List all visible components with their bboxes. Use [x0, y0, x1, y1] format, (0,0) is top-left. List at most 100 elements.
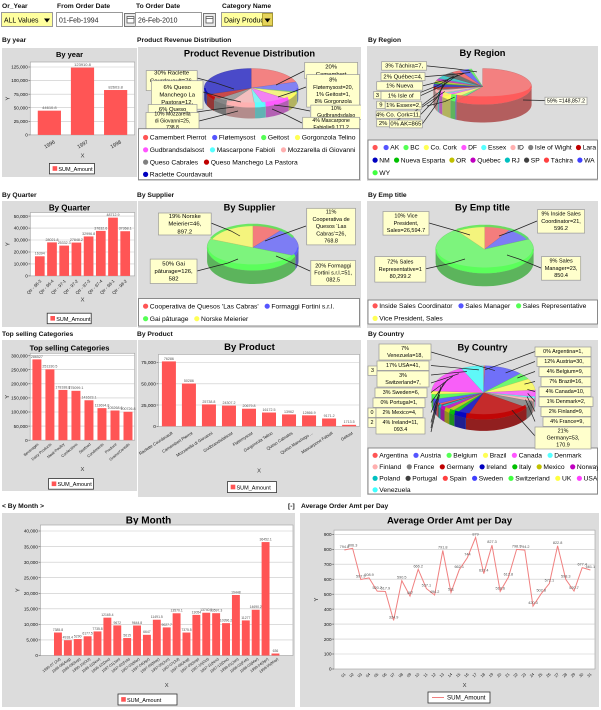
svg-text:10396.2: 10396.2: [220, 619, 232, 623]
svg-text:13570.1: 13570.1: [170, 609, 182, 613]
svg-text:75,000: 75,000: [14, 91, 28, 96]
svg-text:Inside Sales Coordinator: Inside Sales Coordinator: [379, 303, 453, 310]
svg-text:Gai pâturage: Gai pâturage: [150, 316, 189, 323]
svg-text:By year: By year: [56, 50, 83, 59]
svg-text:50,000: 50,000: [14, 214, 28, 219]
svg-text:100726.8: 100726.8: [121, 407, 136, 411]
svg-text:Meierier=46,: Meierier=46,: [168, 222, 201, 228]
svg-text:Vice President, Sales: Vice President, Sales: [379, 316, 443, 323]
svg-text:500: 500: [324, 592, 332, 597]
svg-text:25,000: 25,000: [24, 575, 38, 580]
svg-text:AK: AK: [390, 145, 399, 152]
svg-text:1% Denmark=2,: 1% Denmark=2,: [547, 399, 586, 405]
svg-text:44610.8: 44610.8: [42, 105, 57, 110]
svg-text:UK: UK: [562, 476, 572, 483]
svg-text:794.8: 794.8: [340, 545, 350, 549]
svg-text:OR: OR: [456, 157, 466, 164]
svg-text:1% Geitost=1,: 1% Geitost=1,: [316, 92, 351, 98]
svg-text:Co. Cork: Co. Cork: [431, 145, 458, 152]
svg-text:1997: 1997: [77, 139, 90, 150]
svg-text:Denmark: Denmark: [554, 453, 582, 460]
svg-text:Representative=1: Representative=1: [379, 267, 422, 273]
svg-text:Portugal: Portugal: [412, 476, 437, 483]
svg-text:50286: 50286: [184, 379, 194, 383]
svg-text:75,000: 75,000: [141, 360, 156, 366]
svg-text:13: 13: [438, 671, 445, 678]
svg-text:40,000: 40,000: [24, 529, 38, 534]
svg-text:4% Canada=10,: 4% Canada=10,: [546, 389, 585, 395]
svg-text:37632.6: 37632.6: [94, 226, 107, 230]
svg-text:13597.3: 13597.3: [210, 609, 222, 613]
svg-text:608.9: 608.9: [364, 573, 374, 577]
svg-text:25332.3: 25332.3: [58, 241, 71, 245]
svg-text:1713.5: 1713.5: [344, 420, 355, 424]
svg-text:537.1: 537.1: [422, 584, 432, 588]
svg-text:24307.2: 24307.2: [223, 401, 236, 405]
svg-text:13962: 13962: [284, 410, 294, 414]
svg-text:9027.7: 9027.7: [162, 623, 172, 627]
svg-text:9: 9: [379, 103, 382, 109]
svg-text:798.9: 798.9: [512, 544, 522, 548]
svg-text:597.9: 597.9: [356, 575, 366, 579]
svg-text:13054: 13054: [192, 610, 202, 614]
svg-text:10,000: 10,000: [14, 262, 28, 267]
svg-text:9% Inside Sales: 9% Inside Sales: [541, 212, 581, 218]
svg-text:10% Mozzarella: 10% Mozzarella: [154, 112, 190, 118]
svg-text:0: 0: [371, 410, 374, 416]
svg-text:SUM_Amount: SUM_Amount: [56, 317, 91, 323]
svg-text:X: X: [81, 298, 85, 304]
svg-text:36452.1: 36452.1: [259, 538, 271, 542]
svg-text:30: 30: [578, 671, 585, 678]
svg-text:100,000: 100,000: [11, 410, 28, 415]
svg-text:Finland: Finland: [379, 464, 401, 471]
svg-text:Top selling Categories: Top selling Categories: [30, 343, 110, 352]
svg-text:X: X: [463, 683, 467, 689]
svg-text:517.9: 517.9: [381, 587, 391, 591]
svg-text:Dairy Produc...: Dairy Produc...: [224, 18, 270, 25]
svg-text:16394: 16394: [35, 252, 45, 256]
svg-text:Manchego La: Manchego La: [159, 93, 195, 99]
svg-text:Formaggi Fortini s.r.l.: Formaggi Fortini s.r.l.: [271, 303, 334, 310]
svg-text:12: 12: [430, 671, 437, 678]
svg-text:Cooperativa de Quesos 'Las Cab: Cooperativa de Quesos 'Las Cabras': [150, 303, 259, 310]
svg-text:Brazil: Brazil: [490, 453, 507, 460]
svg-text:Austria: Austria: [420, 453, 441, 460]
svg-text:Sweden: Sweden: [479, 476, 503, 483]
svg-text:636: 636: [273, 649, 279, 653]
svg-text:ID: ID: [517, 145, 524, 152]
svg-text:1% Isle of: 1% Isle of: [388, 93, 414, 99]
svg-text:7735.8: 7735.8: [92, 627, 102, 631]
svg-text:0: 0: [25, 438, 28, 443]
svg-text:RJ: RJ: [512, 157, 520, 164]
svg-text:3: 3: [371, 368, 374, 374]
svg-text:4% Ireland=11,: 4% Ireland=11,: [382, 420, 419, 426]
svg-text:662.1: 662.1: [454, 565, 464, 569]
svg-text:03: 03: [356, 671, 363, 678]
svg-text:300: 300: [324, 622, 332, 627]
svg-text:SUM_Amount: SUM_Amount: [447, 695, 486, 702]
svg-text:26: 26: [545, 671, 552, 678]
svg-text:744: 744: [464, 553, 470, 557]
svg-text:X: X: [165, 683, 169, 689]
svg-text:Pastora=12,: Pastora=12,: [161, 100, 193, 106]
svg-text:28021.8: 28021.8: [46, 238, 59, 242]
svg-text:3%: 3%: [399, 373, 407, 379]
svg-text:0: 0: [153, 424, 156, 430]
svg-text:250,000: 250,000: [11, 367, 28, 372]
svg-text:Switzerland=7,: Switzerland=7,: [385, 380, 421, 386]
svg-text:200: 200: [324, 637, 332, 642]
svg-text:800: 800: [324, 547, 332, 552]
svg-text:09: 09: [406, 671, 413, 678]
svg-text:WY: WY: [379, 170, 390, 177]
svg-text:9% Sales: 9% Sales: [549, 259, 572, 265]
svg-text:SUM_Amount: SUM_Amount: [237, 485, 272, 491]
svg-text:Essex: Essex: [488, 145, 507, 152]
svg-text:572.1: 572.1: [545, 578, 555, 582]
svg-text:596.2: 596.2: [554, 226, 568, 232]
svg-text:4918.4: 4918.4: [63, 636, 73, 640]
svg-text:01-Feb-1994: 01-Feb-1994: [59, 18, 99, 25]
svg-text:08: 08: [397, 671, 404, 678]
svg-text:10: 10: [414, 671, 421, 678]
svg-text:2: 2: [371, 420, 374, 426]
svg-text:Switzerland: Switzerland: [515, 476, 550, 483]
